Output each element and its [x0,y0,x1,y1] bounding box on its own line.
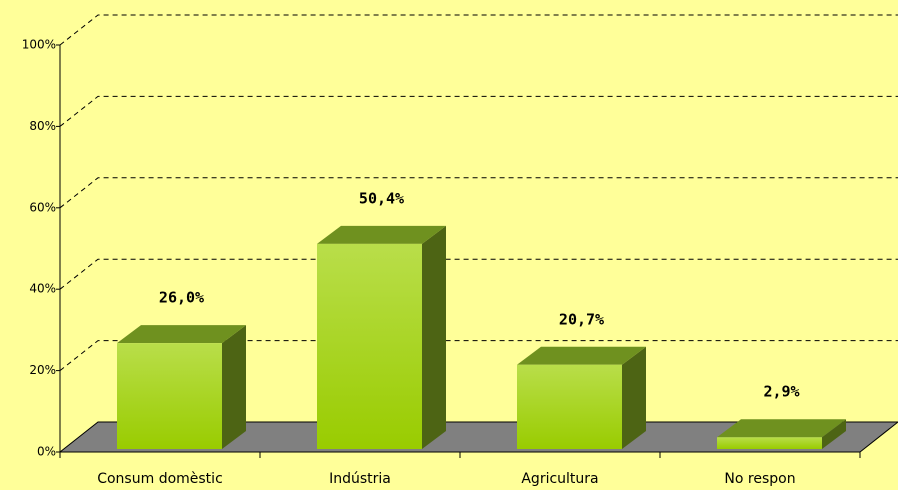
bar [717,437,822,449]
value-label: 20,7% [559,310,604,328]
x-tick-label: Consum domèstic [97,471,223,487]
bar-top [517,346,646,365]
bar-side [622,346,646,449]
value-label: 2,9% [763,383,799,401]
y-tick-label: 20% [29,363,56,377]
bar [517,364,622,449]
grid-line [59,14,898,46]
bar-top [317,225,446,244]
bar-side [422,225,446,449]
value-label: 50,4% [359,189,404,207]
bar-side [222,325,246,449]
bar-top [717,419,846,438]
bar [317,243,422,449]
grid-line [59,340,898,371]
y-tick-label: 0% [37,445,56,459]
bar [117,343,222,449]
x-tick-label: Indústria [329,471,391,487]
grid-line [59,258,898,290]
x-tick-label: Agricultura [521,471,598,487]
y-tick-label: 40% [29,282,56,296]
y-tick-label: 60% [29,200,56,214]
value-label: 26,0% [159,289,204,307]
bar-top [117,325,246,344]
bar-side [822,419,846,449]
grid-line [59,95,898,127]
y-tick-label: 100% [22,38,56,52]
x-tick-label: No respon [724,471,795,487]
grid-line [59,177,898,209]
y-tick-label: 80% [29,119,56,133]
